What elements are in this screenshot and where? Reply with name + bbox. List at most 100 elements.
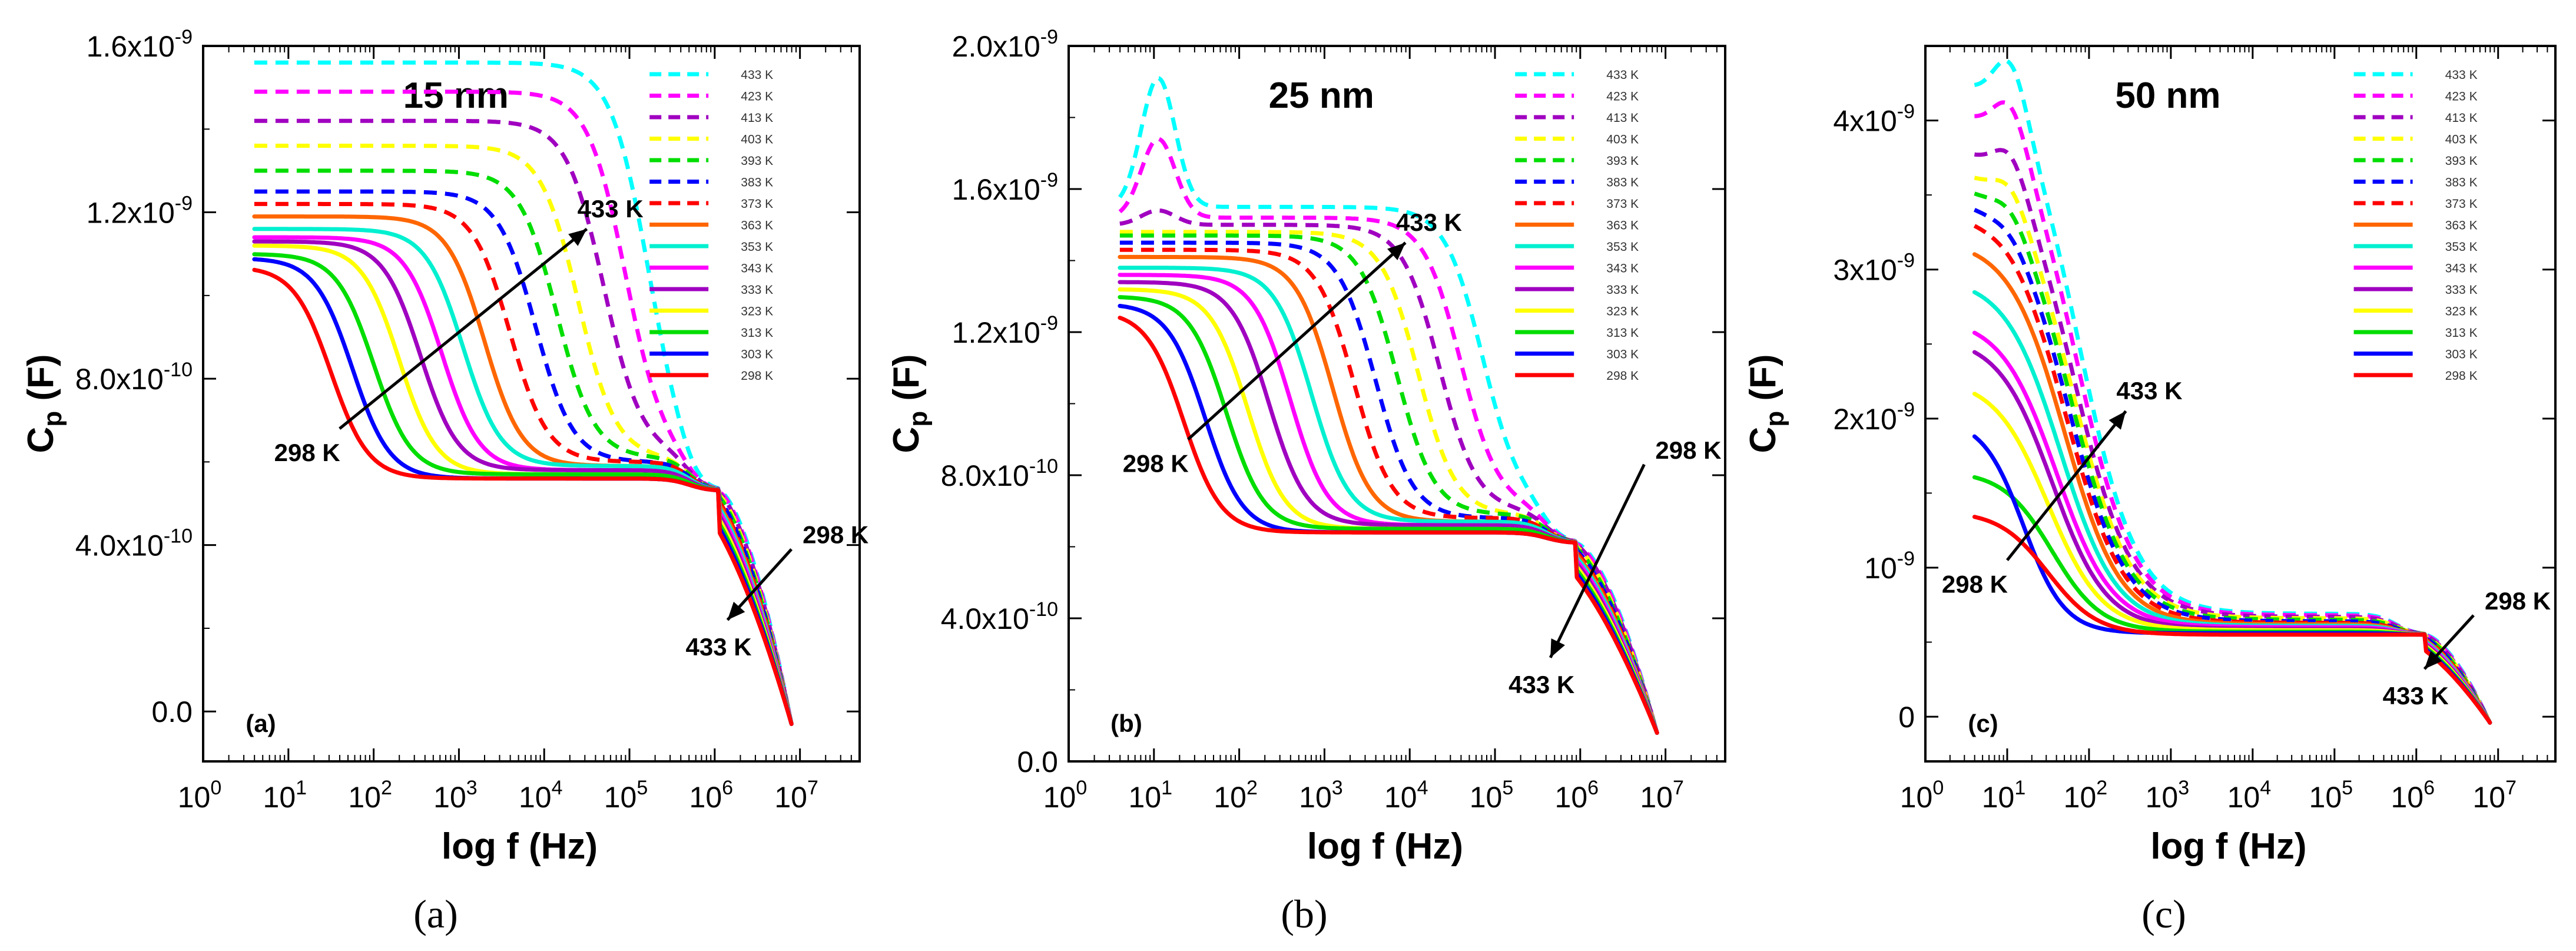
y-tick-label: 0.0 <box>151 695 193 728</box>
panel-1: 100 101 102 103 104 105 106 107 0.0 4.0x10-10 8.0x… <box>21 26 868 936</box>
series-line-298K <box>1972 515 2492 725</box>
legend-label: 373 K <box>1606 197 1639 211</box>
series-line-298K <box>252 267 794 726</box>
x-tick-label: 104 <box>519 777 563 814</box>
annotation-label: 433 K <box>1396 208 1462 236</box>
series-line-383K <box>1119 240 1659 734</box>
series-line-373K <box>1119 247 1659 734</box>
y-axis-label: Cp (F) <box>21 354 67 453</box>
legend-label: 383 K <box>741 176 773 190</box>
x-tick-label: 100 <box>1043 777 1088 814</box>
legend-label: 393 K <box>741 154 773 168</box>
x-tick-label: 103 <box>2146 777 2190 814</box>
panel-label: (c) <box>1968 710 1998 737</box>
arrow-head <box>2424 651 2442 670</box>
annotation-arrow <box>1187 241 1407 441</box>
x-tick-label: 102 <box>2064 777 2108 814</box>
x-tick-label: 102 <box>348 777 392 814</box>
series-line-373K <box>254 201 794 725</box>
series-line-298K <box>1118 316 1659 735</box>
series-line-433K <box>254 60 794 725</box>
arrow-head <box>2108 411 2126 430</box>
legend-label: 363 K <box>741 219 773 233</box>
panel-2: 100 101 102 103 104 105 106 107 0.0 4.0x10-10 8.0x… <box>886 26 1726 936</box>
panel-label: (a) <box>246 710 276 737</box>
legend-label: 413 K <box>1606 111 1639 125</box>
legend-label: 298 K <box>741 369 773 383</box>
x-tick-label: 101 <box>1129 777 1173 814</box>
annotation-label: 298 K <box>2485 587 2551 615</box>
arrow-head <box>568 228 587 246</box>
annotation-label: 433 K <box>686 633 752 661</box>
series-line-363K <box>1972 252 2492 725</box>
y-axis-label: Cp (F) <box>886 354 933 453</box>
series-line-423K <box>1118 137 1659 734</box>
arrow-head <box>1387 243 1405 260</box>
legend-label: 423 K <box>1606 90 1639 104</box>
x-tick-label: 104 <box>2227 777 2272 814</box>
legend-label: 373 K <box>2445 197 2478 211</box>
legend-label: 343 K <box>1606 262 1639 276</box>
x-tick-label: 101 <box>263 777 307 814</box>
annotation-label: 433 K <box>1509 671 1574 698</box>
y-axis-label: Cp (F) <box>1743 354 1789 453</box>
annotation-label: 433 K <box>578 195 644 223</box>
figure-caption: (c) <box>2141 892 2186 936</box>
x-axis-label: log f (Hz) <box>1307 826 1463 867</box>
series-line-393K <box>254 168 794 725</box>
series-line-313K <box>1118 295 1659 735</box>
legend-label: 353 K <box>1606 240 1639 254</box>
legend-label: 423 K <box>741 90 773 104</box>
x-tick-label: 104 <box>1384 777 1428 814</box>
legend-label: 393 K <box>1606 154 1639 168</box>
legend-label: 333 K <box>2445 283 2478 297</box>
panel-title: 15 nm <box>403 75 509 116</box>
annotation-arrow <box>339 227 588 430</box>
y-tick-label: 4.0x10-10 <box>75 525 193 562</box>
legend-label: 433 K <box>2445 68 2478 82</box>
legend-label: 413 K <box>741 111 773 125</box>
panel-title: 25 nm <box>1269 75 1374 116</box>
legend-label: 403 K <box>1606 133 1639 147</box>
legend-label: 433 K <box>1606 68 1639 82</box>
legend-label: 323 K <box>741 305 773 319</box>
legend-label: 313 K <box>1606 326 1639 340</box>
y-tick-label: 0.0 <box>1017 745 1058 778</box>
legend-label: 353 K <box>2445 240 2478 254</box>
annotation-label: 433 K <box>2116 377 2182 405</box>
curves <box>1118 76 1659 735</box>
panel-label: (b) <box>1110 710 1142 737</box>
series-line-383K <box>1974 208 2492 724</box>
legend-label: 373 K <box>741 197 773 211</box>
legend-label: 313 K <box>2445 326 2478 340</box>
legend-label: 383 K <box>1606 176 1639 190</box>
annotation-label: 298 K <box>1123 449 1189 477</box>
x-tick-label: 100 <box>1900 777 1944 814</box>
legend-label: 303 K <box>741 348 773 362</box>
series-line-413K <box>1974 148 2492 724</box>
y-tick-label: 1.6x10-9 <box>87 26 193 63</box>
annotation-arrow <box>1549 463 1646 658</box>
x-tick-label: 107 <box>774 777 818 814</box>
y-tick-label: 1.2x10-9 <box>87 193 193 230</box>
series-line-373K <box>1973 224 2492 724</box>
figure-caption: (b) <box>1281 892 1327 936</box>
legend-label: 343 K <box>2445 262 2478 276</box>
y-tick-label: 2x10-9 <box>1833 399 1915 436</box>
panel-title: 50 nm <box>2115 75 2220 116</box>
x-tick-label: 103 <box>433 777 478 814</box>
curves <box>252 60 794 726</box>
legend-label: 343 K <box>741 262 773 276</box>
legend-label: 303 K <box>2445 348 2478 362</box>
legend-label: 353 K <box>741 240 773 254</box>
legend-label: 413 K <box>2445 111 2478 125</box>
legend-label: 298 K <box>2445 369 2478 383</box>
legend-label: 403 K <box>741 133 773 147</box>
x-tick-label: 100 <box>178 777 222 814</box>
x-tick-label: 107 <box>2472 777 2517 814</box>
legend-label: 313 K <box>741 326 773 340</box>
legend-label: 363 K <box>2445 219 2478 233</box>
series-line-403K <box>1119 230 1659 734</box>
